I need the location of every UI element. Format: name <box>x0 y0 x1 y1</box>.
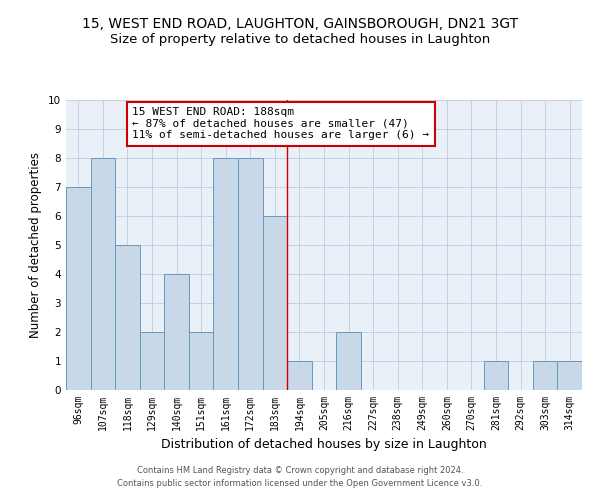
Bar <box>66 187 91 390</box>
Bar <box>214 158 238 390</box>
Bar <box>140 332 164 390</box>
Bar <box>115 245 140 390</box>
Bar <box>336 332 361 390</box>
Bar <box>238 158 263 390</box>
Bar <box>263 216 287 390</box>
Bar <box>189 332 214 390</box>
Bar <box>91 158 115 390</box>
Text: 15, WEST END ROAD, LAUGHTON, GAINSBOROUGH, DN21 3GT: 15, WEST END ROAD, LAUGHTON, GAINSBOROUG… <box>82 18 518 32</box>
Text: Contains HM Land Registry data © Crown copyright and database right 2024.
Contai: Contains HM Land Registry data © Crown c… <box>118 466 482 487</box>
Bar <box>557 361 582 390</box>
Text: 15 WEST END ROAD: 188sqm
← 87% of detached houses are smaller (47)
11% of semi-d: 15 WEST END ROAD: 188sqm ← 87% of detach… <box>133 108 430 140</box>
Y-axis label: Number of detached properties: Number of detached properties <box>29 152 43 338</box>
Bar <box>164 274 189 390</box>
X-axis label: Distribution of detached houses by size in Laughton: Distribution of detached houses by size … <box>161 438 487 452</box>
Text: Size of property relative to detached houses in Laughton: Size of property relative to detached ho… <box>110 32 490 46</box>
Bar <box>533 361 557 390</box>
Bar <box>484 361 508 390</box>
Bar <box>287 361 312 390</box>
